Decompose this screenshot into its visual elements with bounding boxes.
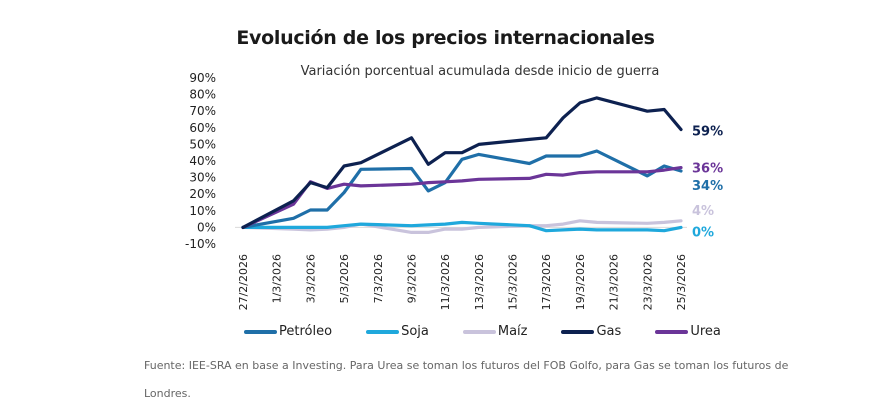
y-tick-label: 30% bbox=[189, 171, 216, 185]
y-tick-label: 0% bbox=[197, 220, 216, 234]
legend-item: Soja bbox=[366, 324, 429, 339]
legend-label: Urea bbox=[690, 324, 721, 339]
x-tick-label: 25/3/2026 bbox=[675, 254, 688, 310]
legend-item: Urea bbox=[655, 324, 721, 339]
x-tick-label: 21/3/2026 bbox=[608, 254, 621, 310]
x-tick-label: 7/3/2026 bbox=[372, 254, 385, 303]
end-label: 0% bbox=[692, 225, 714, 240]
y-tick-label: 10% bbox=[189, 204, 216, 218]
x-tick-label: 5/3/2026 bbox=[338, 254, 351, 303]
y-tick-label: 70% bbox=[189, 104, 216, 118]
series-line-soja bbox=[241, 220, 683, 233]
legend-label: Soja bbox=[401, 324, 429, 339]
x-tick-label: 3/3/2026 bbox=[304, 254, 317, 303]
y-tick-label: 50% bbox=[189, 137, 216, 151]
legend-swatch bbox=[366, 329, 400, 334]
x-tick-label: 19/3/2026 bbox=[574, 254, 587, 310]
x-tick-label: 9/3/2026 bbox=[405, 254, 418, 303]
series-line-urea bbox=[241, 166, 683, 229]
end-label: 4% bbox=[692, 204, 714, 219]
end-labels: 34% 0% 4% 59% 36% bbox=[692, 124, 723, 240]
series-line-maiz bbox=[241, 219, 683, 234]
legend-swatch bbox=[561, 329, 595, 334]
y-tick-label: -10% bbox=[185, 237, 216, 251]
legend-label: Petróleo bbox=[279, 324, 333, 339]
x-tick-label: 11/3/2026 bbox=[439, 254, 452, 310]
y-tick-label: 40% bbox=[189, 154, 216, 168]
x-tick-label: 1/3/2026 bbox=[271, 254, 284, 303]
x-tick-label: 15/3/2026 bbox=[507, 254, 520, 310]
y-tick-label: 20% bbox=[189, 187, 216, 201]
x-tick-label: 13/3/2026 bbox=[473, 254, 486, 310]
series-line-petroleo bbox=[241, 149, 683, 229]
source-note: Fuente: IEE-SRA en base a Investing. Par… bbox=[144, 359, 789, 400]
legend-item: Gas bbox=[561, 324, 621, 339]
y-tick-label: 80% bbox=[189, 88, 216, 102]
series-lines bbox=[241, 96, 683, 234]
x-tick-label: 17/3/2026 bbox=[540, 254, 553, 310]
y-axis: 90% 80% 70% 60% 50% 40% 30% 20% 10% 0% -10% bbox=[185, 71, 216, 251]
legend-item: Maíz bbox=[462, 324, 528, 339]
legend: Petróleo Soja Maíz Gas Urea bbox=[244, 324, 755, 339]
chart-subtitle: Variación porcentual acumulada desde ini… bbox=[300, 64, 660, 79]
x-tick-label: 27/2/2026 bbox=[237, 254, 250, 310]
legend-swatch bbox=[244, 329, 277, 334]
x-axis: 27/2/2026 1/3/2026 3/3/2026 5/3/2026 7/3/202… bbox=[237, 254, 688, 310]
end-label: 34% bbox=[692, 179, 723, 194]
end-label: 59% bbox=[692, 124, 723, 139]
y-tick-label: 60% bbox=[189, 121, 216, 135]
legend-label: Gas bbox=[596, 324, 622, 339]
series-line-gas bbox=[241, 96, 683, 229]
legend-swatch bbox=[462, 329, 496, 334]
x-tick-label: 23/3/2026 bbox=[641, 254, 654, 310]
y-tick-label: 90% bbox=[189, 71, 216, 85]
end-label: 36% bbox=[692, 162, 723, 177]
legend-label: Maíz bbox=[497, 324, 528, 339]
chart-title: Evolución de los precios internacionales bbox=[236, 27, 655, 49]
legend-swatch bbox=[655, 329, 689, 334]
legend-item: Petróleo bbox=[244, 324, 332, 339]
